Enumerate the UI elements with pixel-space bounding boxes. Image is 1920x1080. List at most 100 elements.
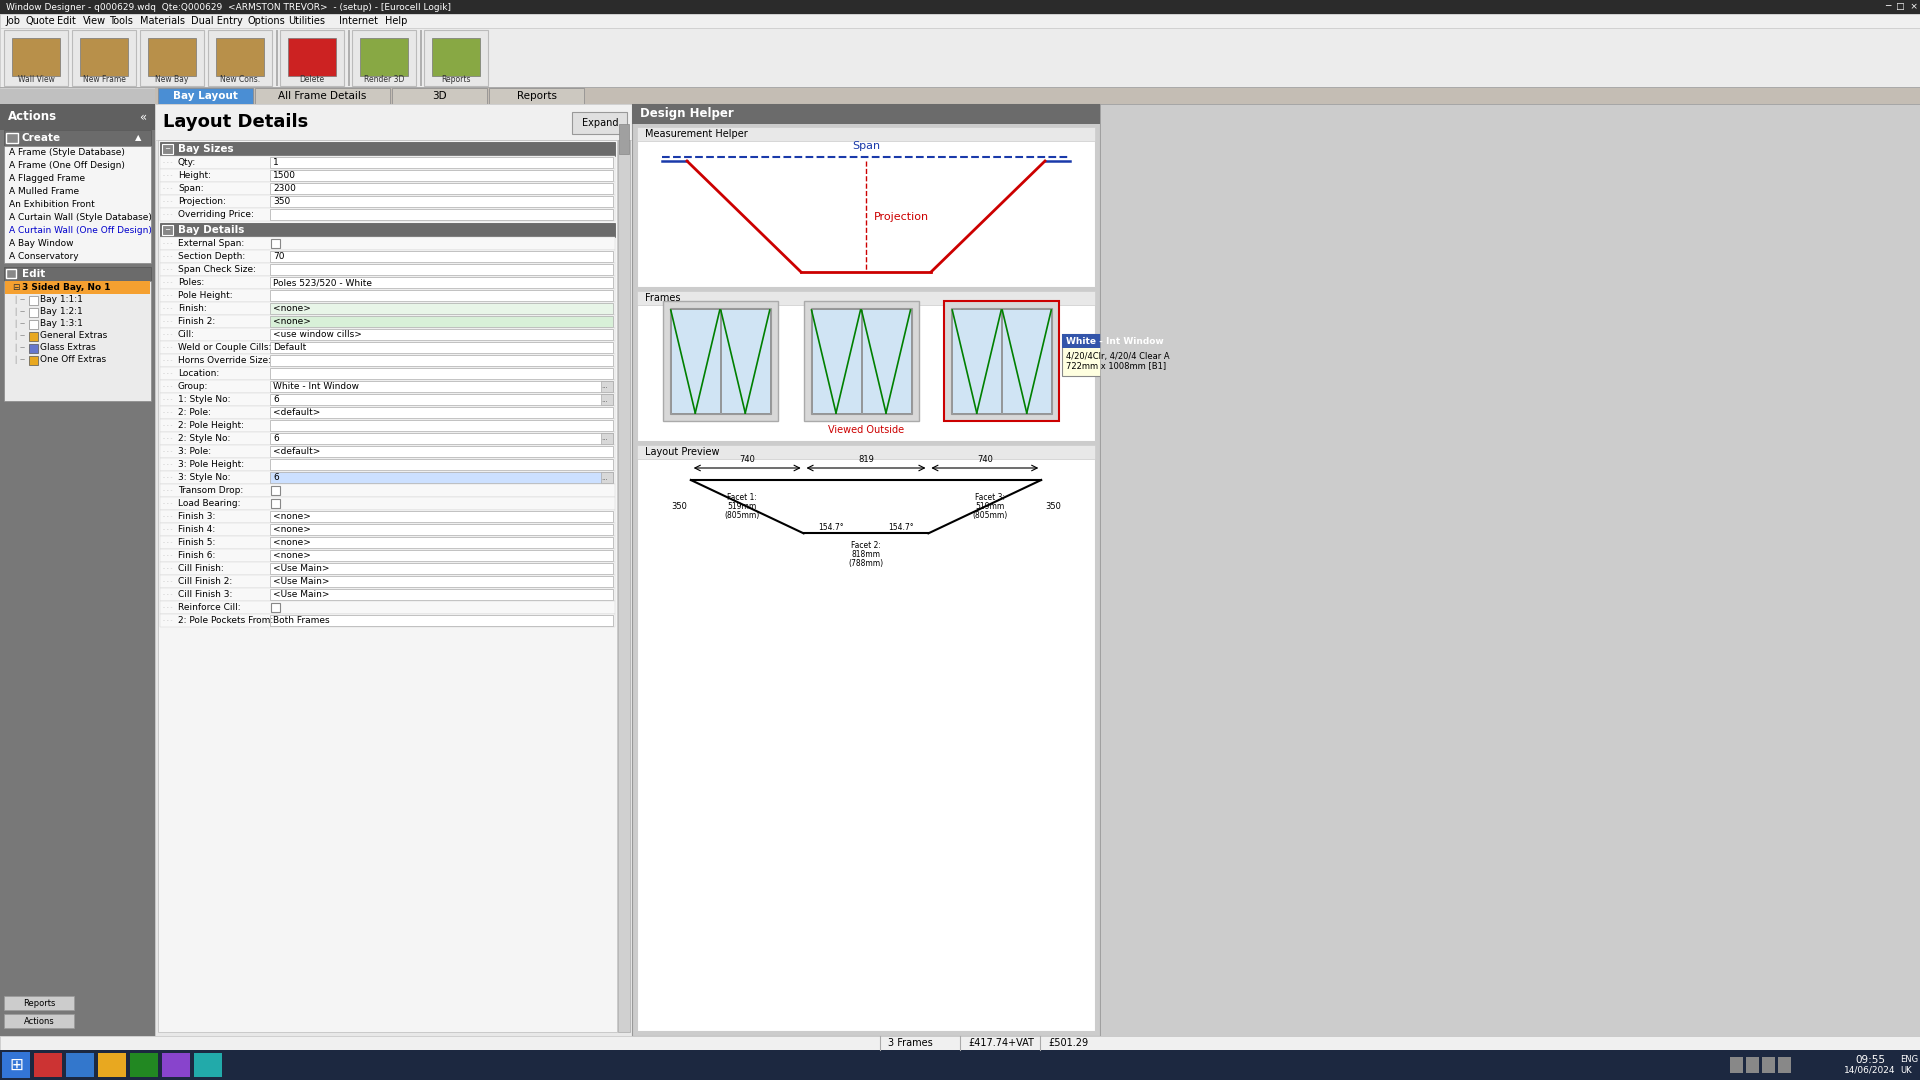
Bar	[159, 484, 614, 497]
Text: 154.7°: 154.7°	[818, 523, 845, 531]
Text: Utilities: Utilities	[288, 16, 324, 26]
Bar	[159, 562, 614, 575]
Bar	[4, 30, 67, 86]
Bar	[348, 30, 349, 86]
Text: (805mm): (805mm)	[972, 511, 1008, 521]
Bar	[0, 1050, 1920, 1080]
Bar	[271, 420, 612, 431]
Text: - - -: - - -	[163, 579, 173, 584]
Bar	[271, 394, 612, 405]
Text: Finish 3:: Finish 3:	[179, 512, 215, 521]
Text: 2: Pole Height:: 2: Pole Height:	[179, 421, 244, 430]
Bar	[812, 309, 860, 413]
Bar	[271, 407, 612, 418]
Bar	[1745, 1057, 1759, 1074]
Text: │ ─: │ ─	[13, 308, 25, 316]
Text: Reinforce Cill:: Reinforce Cill:	[179, 603, 240, 612]
Text: Load Bearing:: Load Bearing:	[179, 499, 240, 508]
Text: Materials: Materials	[140, 16, 184, 26]
Bar	[572, 112, 628, 134]
Bar	[29, 320, 38, 329]
Text: <Use Main>: <Use Main>	[273, 564, 330, 573]
Text: A Frame (Style Database): A Frame (Style Database)	[10, 148, 125, 157]
Bar	[159, 208, 614, 221]
Bar	[271, 589, 612, 600]
Bar	[0, 104, 156, 130]
Bar	[810, 308, 912, 414]
Bar	[255, 87, 390, 104]
Bar	[1100, 104, 1920, 1036]
Text: Default: Default	[273, 343, 307, 352]
Text: New Cons.: New Cons.	[221, 76, 259, 84]
Bar	[159, 406, 614, 419]
Bar	[271, 563, 612, 573]
Bar	[215, 38, 265, 76]
Bar	[271, 291, 612, 301]
Text: - - -: - - -	[163, 618, 173, 623]
Bar	[4, 996, 75, 1010]
Text: 2300: 2300	[273, 184, 296, 193]
Text: Frames: Frames	[645, 293, 680, 303]
Text: All Frame Details: All Frame Details	[278, 91, 367, 102]
Text: «: «	[140, 110, 146, 123]
Text: 519mm: 519mm	[728, 502, 756, 511]
Text: <Use Main>: <Use Main>	[273, 590, 330, 599]
Text: - - -: - - -	[163, 306, 173, 311]
Bar	[4, 130, 152, 146]
Bar	[601, 394, 612, 405]
Text: - - -: - - -	[163, 319, 173, 324]
Text: - - -: - - -	[163, 199, 173, 204]
Bar	[945, 301, 1060, 421]
Bar	[159, 289, 614, 302]
Text: <none>: <none>	[273, 551, 311, 561]
Bar	[271, 170, 612, 181]
Text: Transom Drop:: Transom Drop:	[179, 486, 244, 495]
Bar	[271, 251, 612, 262]
Bar	[862, 309, 910, 413]
Text: 350: 350	[670, 502, 687, 511]
Bar	[159, 168, 614, 183]
Bar	[159, 523, 614, 536]
Text: 3 Sided Bay, No 1: 3 Sided Bay, No 1	[21, 283, 111, 292]
Text: Dual Entry: Dual Entry	[190, 16, 242, 26]
Bar	[81, 38, 129, 76]
Text: 740: 740	[739, 455, 755, 464]
Text: Options: Options	[248, 16, 284, 26]
Text: £501.29: £501.29	[1048, 1038, 1089, 1048]
Bar	[159, 445, 614, 458]
Bar	[157, 140, 616, 1032]
Text: │ ─: │ ─	[13, 320, 25, 328]
Bar	[632, 104, 1100, 1036]
Bar	[4, 1014, 75, 1028]
Text: - - -: - - -	[163, 566, 173, 571]
Bar	[420, 30, 422, 86]
Bar	[271, 486, 280, 495]
Text: 1: Style No:: 1: Style No:	[179, 395, 230, 404]
Bar	[392, 87, 488, 104]
Bar	[6, 281, 150, 294]
Bar	[159, 264, 614, 276]
Bar	[140, 30, 204, 86]
Bar	[271, 276, 612, 288]
Bar	[950, 308, 1052, 414]
Text: 2: Pole:: 2: Pole:	[179, 408, 211, 417]
Text: 2: Pole Pockets From:: 2: Pole Pockets From:	[179, 616, 273, 625]
Bar	[637, 291, 1094, 305]
Bar	[29, 356, 38, 365]
Bar	[271, 303, 612, 314]
Bar	[156, 87, 1920, 104]
Bar	[159, 432, 614, 445]
Bar	[29, 296, 38, 305]
Bar	[271, 195, 612, 207]
Text: - - -: - - -	[163, 173, 173, 178]
Text: An Exhibition Front: An Exhibition Front	[10, 200, 94, 210]
Bar	[159, 302, 614, 315]
Bar	[1730, 1057, 1743, 1074]
Bar	[159, 354, 614, 367]
Text: Weld or Couple Cills:: Weld or Couple Cills:	[179, 343, 271, 352]
Text: View: View	[83, 16, 106, 26]
Bar	[0, 104, 156, 1036]
Text: - - -: - - -	[163, 241, 173, 246]
Bar	[271, 576, 612, 588]
Text: 4/20/4Clr, 4/20/4 Clear A: 4/20/4Clr, 4/20/4 Clear A	[1066, 351, 1169, 361]
